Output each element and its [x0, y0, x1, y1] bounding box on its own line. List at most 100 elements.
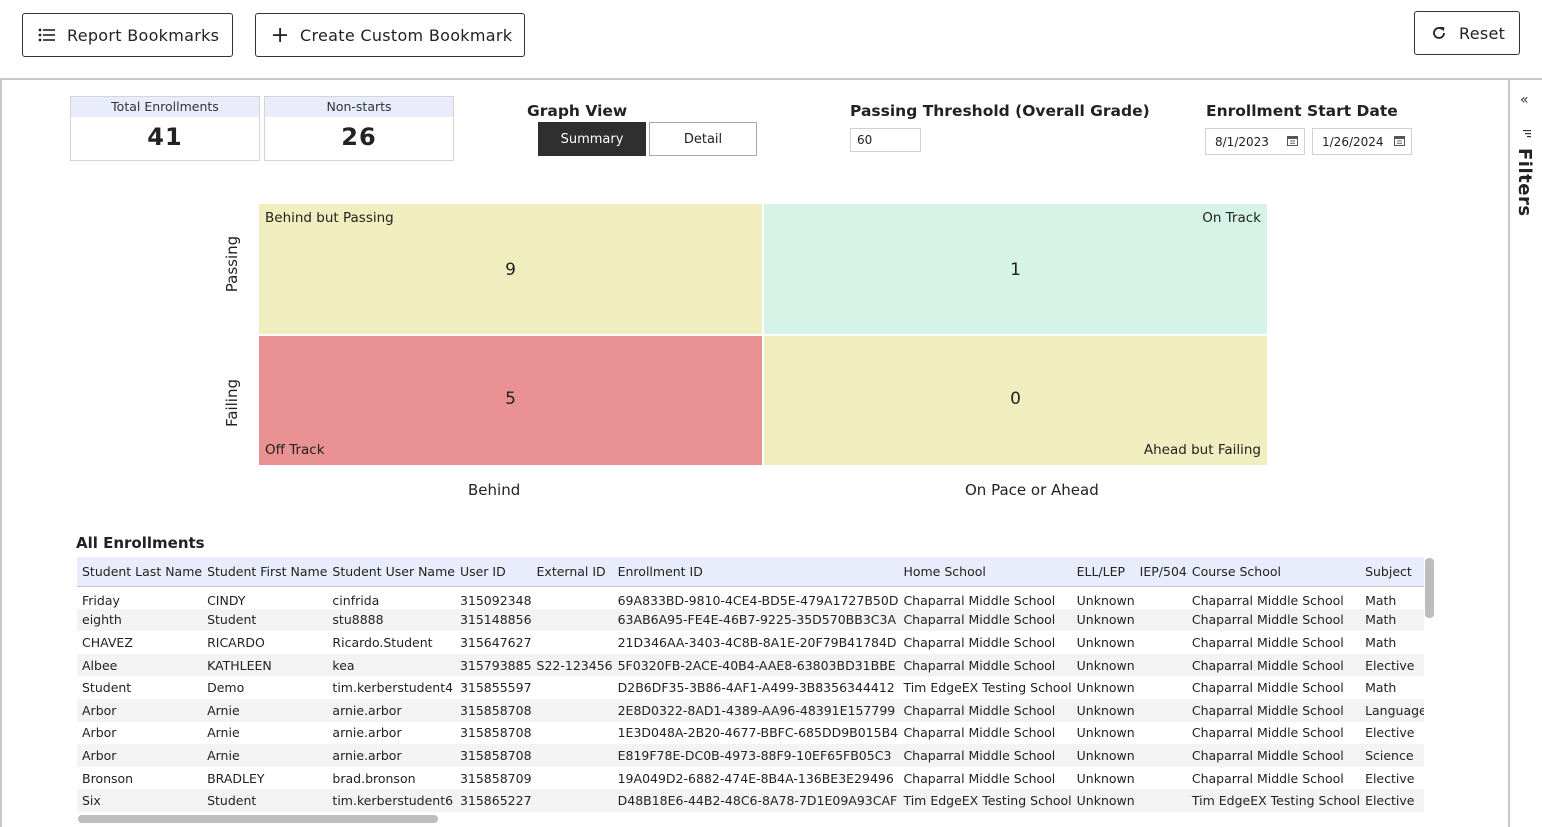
- table-cell: D2B6DF35-3B86-4AF1-A499-3B8356344412: [617, 680, 895, 696]
- enrollments-table: Student Last Name Student First Name Stude…: [77, 557, 1424, 812]
- table-cell: Chaparral Middle School: [1191, 747, 1344, 763]
- table-cell: CHAVEZ: [82, 634, 133, 650]
- table-cell: Chaparral Middle School: [1191, 702, 1344, 718]
- table-cell: Chaparral Middle School: [1191, 593, 1344, 609]
- table-cell: Chaparral Middle School: [1191, 657, 1344, 673]
- column-header[interactable]: ELL/LEP: [1071, 557, 1135, 587]
- table-row[interactable]: Arbor Arnie arnie.arbor 315858708 2E8D0322-8…: [77, 698, 1424, 722]
- create-custom-bookmark-label: Create Custom Bookmark: [300, 25, 513, 45]
- table-cell: 315858708: [459, 747, 532, 763]
- kpi-non-starts: Non-starts 26: [264, 96, 454, 161]
- table-cell: Arbor: [82, 747, 117, 763]
- table-cell: [1135, 722, 1187, 745]
- table-cell: Chaparral Middle School: [903, 634, 1056, 650]
- table-cell: 1E3D048A-2B20-4677-BBFC-685DD9B015B4: [617, 725, 899, 741]
- table-row[interactable]: Student Demo tim.kerberstudent4 315855597 D2…: [77, 676, 1424, 699]
- column-header[interactable]: Home School: [898, 557, 1072, 587]
- kpi-label: Non-starts: [265, 97, 453, 117]
- table-cell: Elective: [1365, 770, 1415, 786]
- reset-button[interactable]: Reset: [1414, 11, 1520, 55]
- table-cell: 69A833BD-9810-4CE4-BD5E-479A1727B50D: [617, 593, 899, 609]
- column-header[interactable]: IEP/504: [1134, 557, 1187, 587]
- passing-threshold-label: Passing Threshold (Overall Grade): [850, 102, 1150, 120]
- graph-view-detail-button[interactable]: Detail: [649, 122, 757, 156]
- column-header[interactable]: Subject: [1360, 557, 1424, 587]
- report-bookmarks-button[interactable]: Report Bookmarks: [22, 13, 233, 57]
- table-cell: arnie.arbor: [332, 702, 402, 718]
- column-header[interactable]: Student User Name: [327, 557, 455, 587]
- column-header[interactable]: Student Last Name: [77, 557, 203, 587]
- table-cell: Math: [1365, 593, 1397, 609]
- table-cell: Student: [207, 793, 257, 809]
- table-cell: CINDY: [207, 593, 246, 609]
- table-cell: KATHLEEN: [207, 657, 272, 673]
- table-cell: [1135, 654, 1187, 677]
- table-cell: 21D346AA-3403-4C8B-8A1E-20F79B41784D: [617, 634, 897, 650]
- table-row[interactable]: Arbor Arnie arnie.arbor 315858708 E819F78E-D…: [77, 744, 1424, 767]
- table-cell: [1135, 789, 1187, 812]
- column-header[interactable]: Course School: [1186, 557, 1361, 587]
- filters-label[interactable]: Filters: [1514, 148, 1535, 217]
- y-axis-label-failing: Failing: [223, 379, 241, 427]
- table-cell: [1135, 699, 1187, 722]
- calendar-icon[interactable]: [1287, 135, 1298, 149]
- table-cell: cinfrida: [332, 593, 380, 609]
- table-cell: Chaparral Middle School: [903, 747, 1056, 763]
- table-cell: [532, 609, 613, 632]
- column-header[interactable]: Enrollment ID: [612, 557, 899, 587]
- table-cell: Elective: [1365, 725, 1415, 741]
- column-header[interactable]: User ID: [454, 557, 532, 587]
- double-chevron-left-icon[interactable]: «: [1520, 92, 1529, 108]
- passing-threshold-input[interactable]: [850, 128, 921, 152]
- table-cell: 315855597: [459, 680, 532, 696]
- top-toolbar: Report Bookmarks Create Custom Bookmark …: [0, 0, 1542, 80]
- end-date-field[interactable]: 1/26/2024: [1312, 128, 1412, 155]
- table-cell: [1135, 631, 1187, 654]
- table-cell: Chaparral Middle School: [1191, 634, 1344, 650]
- table-cell: Arnie: [207, 725, 240, 741]
- graph-view-summary-button[interactable]: Summary: [538, 122, 646, 156]
- filters-panel[interactable]: « Filters: [1508, 80, 1542, 827]
- horizontal-scrollbar[interactable]: [78, 815, 438, 823]
- table-cell: [532, 767, 613, 790]
- column-header[interactable]: Student First Name: [202, 557, 328, 587]
- quadrant-behind-but-passing[interactable]: Behind but Passing 9: [259, 204, 762, 334]
- table-cell: [532, 586, 613, 609]
- quadrant-off-track[interactable]: Off Track 5: [259, 336, 762, 465]
- vertical-scrollbar[interactable]: [1425, 558, 1434, 618]
- table-cell: Unknown: [1076, 612, 1135, 628]
- table-cell: Bronson: [82, 770, 134, 786]
- table-cell: Six: [82, 793, 101, 809]
- table-row[interactable]: CHAVEZ RICARDO Ricardo.Student 315647627 21D…: [77, 631, 1424, 654]
- start-date-field[interactable]: 8/1/2023: [1205, 128, 1305, 155]
- table-row[interactable]: eighth Student stu8888 315148856 63AB6A95-FE…: [77, 608, 1424, 632]
- table-row[interactable]: Albee KATHLEEN kea 315793885 S22-123456 5F032…: [77, 653, 1424, 677]
- table-row[interactable]: Bronson BRADLEY brad.bronson 315858709 19A04…: [77, 767, 1424, 790]
- table-cell: [1135, 676, 1187, 699]
- create-custom-bookmark-button[interactable]: Create Custom Bookmark: [255, 13, 525, 57]
- table-cell: Tim EdgeEX Testing School: [903, 680, 1072, 696]
- table-row[interactable]: Friday CINDY cinfrida 315092348 69A833BD-981…: [77, 586, 1424, 609]
- table-cell: 5F0320FB-2ACE-40B4-AAE8-63803BD31BBE: [617, 657, 896, 673]
- table-cell: Student: [82, 680, 132, 696]
- calendar-icon[interactable]: [1394, 135, 1405, 149]
- table-cell: Elective: [1365, 793, 1415, 809]
- table-row[interactable]: Six Student tim.kerberstudent6 315865227 D48…: [77, 789, 1424, 812]
- quadrant-ahead-but-failing[interactable]: Ahead but Failing 0: [764, 336, 1267, 465]
- table-cell: 2E8D0322-8AD1-4389-AA96-48391E157799: [617, 702, 896, 718]
- table-cell: 315793885: [459, 657, 532, 673]
- table-cell: Language: [1365, 702, 1424, 718]
- enrollments-table-container[interactable]: Student Last Name Student First Name Stude…: [77, 557, 1424, 812]
- table-cell: Arnie: [207, 702, 240, 718]
- table-cell: 63AB6A95-FE4E-46B7-9225-35D570BB3C3A: [617, 612, 897, 628]
- quadrant-on-track[interactable]: On Track 1: [764, 204, 1267, 334]
- table-cell: brad.bronson: [332, 770, 416, 786]
- filter-icon: [1522, 124, 1532, 143]
- table-cell: arnie.arbor: [332, 747, 402, 763]
- column-header[interactable]: External ID: [531, 557, 613, 587]
- reset-label: Reset: [1459, 23, 1506, 43]
- table-cell: [532, 789, 613, 812]
- table-row[interactable]: Arbor Arnie arnie.arbor 315858708 1E3D048A-2…: [77, 722, 1424, 745]
- table-cell: 315647627: [459, 634, 532, 650]
- table-cell: BRADLEY: [207, 770, 265, 786]
